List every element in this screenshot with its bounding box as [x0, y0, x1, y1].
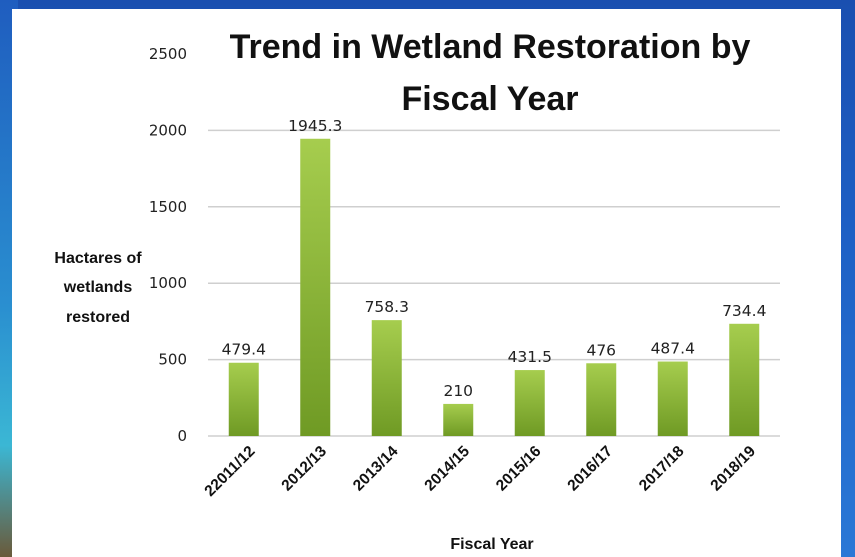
y-tick-label: 1000	[149, 274, 187, 292]
bar-value-label: 476	[586, 341, 616, 359]
bar-value-label: 431.5	[508, 348, 552, 366]
grid-lines	[208, 129, 780, 437]
y-tick-label: 2000	[149, 121, 187, 139]
y-tick-label: 0	[177, 427, 187, 445]
x-category-label: 2014/15	[421, 443, 473, 495]
x-category-label: 2012/13	[278, 443, 330, 495]
bar	[371, 320, 402, 436]
y-axis-ticks: 0 500 1000 1500 2000 2500	[149, 45, 187, 445]
bar	[514, 370, 545, 436]
x-axis-categories: 22011/12 2012/13 2013/14 2014/15 2015/16 2016…	[201, 443, 759, 500]
bars	[228, 138, 760, 436]
y-tick-label: 2500	[149, 45, 187, 63]
y-axis-label-line-1: Hactares of	[54, 250, 142, 267]
bar	[586, 363, 617, 436]
x-category-label: 2017/18	[636, 443, 688, 495]
x-axis-label: Fiscal Year	[450, 536, 533, 553]
x-category-label: 2018/19	[707, 443, 759, 495]
y-axis-label-line-2: wetlands	[63, 279, 133, 296]
y-tick-label: 500	[158, 351, 187, 369]
bar-value-label: 734.4	[722, 302, 766, 320]
bar	[228, 362, 259, 436]
bar	[657, 361, 688, 436]
chart-title-line-2: Fiscal Year	[401, 80, 578, 118]
bar	[729, 323, 760, 436]
bar	[300, 138, 331, 436]
x-category-label: 2013/14	[350, 443, 402, 495]
x-category-label: 22011/12	[201, 443, 258, 500]
chart-title-line-1: Trend in Wetland Restoration by	[230, 28, 751, 66]
bar-value-label: 210	[443, 382, 473, 400]
bar-value-label: 479.4	[222, 341, 266, 359]
y-tick-label: 1500	[149, 198, 187, 216]
bar-value-label: 758.3	[365, 298, 409, 316]
bar-value-label: 1945.3	[288, 117, 342, 135]
x-category-label: 2016/17	[564, 443, 616, 495]
y-axis-label-line-3: restored	[66, 309, 130, 326]
bar	[443, 403, 474, 436]
x-category-label: 2015/16	[493, 443, 545, 495]
bar-value-label: 487.4	[651, 340, 695, 358]
data-labels: 479.4 1945.3 758.3 210 431.5 476 487.4 734.4	[222, 117, 767, 400]
